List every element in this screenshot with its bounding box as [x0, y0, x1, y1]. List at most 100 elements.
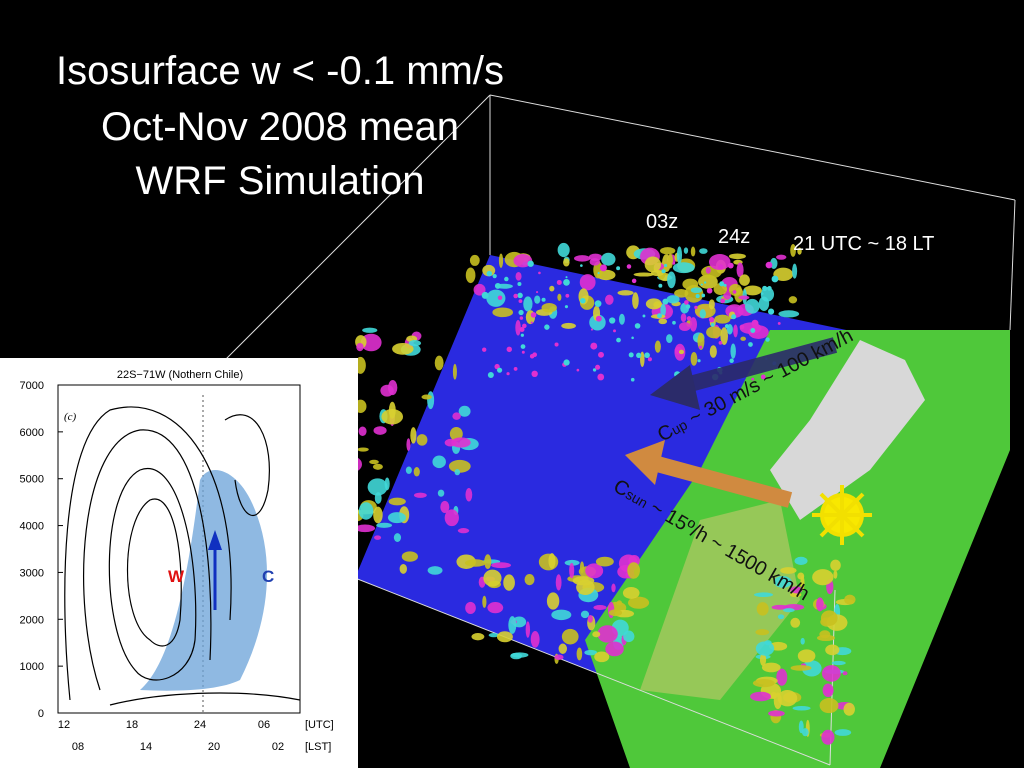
y-tick-label: 3000: [20, 567, 44, 579]
isosurface-blob: [611, 583, 616, 593]
isosurface-blob: [413, 467, 420, 477]
isosurface-speck: [719, 281, 725, 287]
isosurface-blob: [754, 592, 773, 597]
isosurface-speck: [662, 298, 669, 305]
isosurface-speck: [556, 279, 562, 285]
isosurface-speck: [496, 367, 503, 373]
isosurface-blob: [728, 283, 742, 296]
isosurface-blob: [358, 502, 374, 520]
isosurface-blob: [777, 614, 785, 620]
isosurface-blob: [482, 595, 487, 608]
isosurface-speck: [762, 285, 768, 291]
contour: [83, 429, 212, 691]
isosurface-speck: [544, 324, 550, 330]
isosurface-blob: [561, 628, 579, 645]
isosurface-speck: [592, 368, 597, 372]
isosurface-speck: [518, 299, 523, 303]
isosurface-speck: [697, 359, 701, 363]
isosurface-blob: [373, 426, 387, 435]
isosurface-blob: [585, 563, 604, 579]
isosurface-speck: [751, 319, 759, 327]
isosurface-blob: [557, 242, 570, 258]
isosurface-blob: [819, 698, 839, 714]
isosurface-speck: [672, 261, 676, 265]
isosurface-blob: [360, 333, 382, 352]
isosurface-speck: [513, 367, 518, 371]
isosurface-speck: [700, 283, 703, 286]
isosurface-blob: [699, 248, 708, 254]
isosurface-speck: [710, 322, 715, 327]
box-edge: [489, 94, 1016, 201]
isosurface-speck: [732, 290, 737, 294]
isosurface-speck: [595, 315, 602, 322]
isosurface-blob: [593, 261, 603, 279]
isosurface-speck: [580, 264, 583, 267]
isosurface-blob: [816, 597, 824, 612]
isosurface-blob: [776, 254, 787, 260]
shaded-region: [140, 470, 267, 691]
isosurface-blob: [654, 340, 661, 353]
isosurface-speck: [517, 292, 523, 299]
isosurface-blob: [658, 318, 668, 325]
isosurface-blob: [771, 604, 789, 610]
isosurface-blob: [706, 326, 722, 339]
isosurface-blob: [761, 662, 781, 673]
isosurface-blob: [454, 468, 461, 476]
isosurface-blob: [683, 247, 689, 254]
isosurface-blob: [584, 649, 598, 656]
isosurface-blob: [697, 332, 705, 350]
isosurface-speck: [597, 272, 600, 275]
isosurface-speck: [631, 336, 634, 340]
isosurface-speck: [521, 350, 525, 354]
isosurface-blob: [492, 307, 514, 318]
isosurface-speck: [538, 271, 541, 275]
isosurface-blob: [399, 563, 408, 574]
isosurface-blob: [820, 610, 838, 626]
isosurface-speck: [595, 364, 601, 370]
isosurface-blob: [690, 352, 698, 366]
isosurface-speck: [636, 352, 642, 358]
isosurface-blob: [554, 654, 564, 660]
isosurface-speck: [657, 313, 662, 319]
inset-frame: [57, 384, 301, 714]
isosurface-blob: [780, 567, 797, 574]
isosurface-blob: [723, 290, 732, 300]
isosurface-blob: [548, 553, 556, 569]
isosurface-speck: [765, 337, 770, 342]
isosurface-blob: [427, 566, 443, 575]
isosurface-blob: [449, 427, 463, 441]
isosurface-blob: [372, 463, 383, 470]
isosurface-blob: [644, 256, 662, 273]
isosurface-blob: [713, 283, 728, 295]
isosurface-blob: [541, 303, 557, 313]
box-edge: [1009, 199, 1016, 331]
isosurface-blob: [819, 630, 831, 639]
isosurface-blob: [558, 643, 568, 654]
isosurface-blob: [755, 641, 775, 656]
isosurface-speck: [599, 264, 607, 272]
isosurface-blob: [770, 691, 777, 700]
label-utc: 21 UTC ~ 18 LT: [793, 233, 934, 255]
isosurface-blob: [777, 689, 798, 707]
isosurface-speck: [765, 261, 773, 269]
isosurface-blob: [678, 322, 691, 332]
isosurface-blob: [369, 459, 379, 465]
isosurface-blob: [740, 336, 746, 341]
lst-label: [LST]: [305, 741, 331, 753]
isosurface-blob: [844, 594, 856, 605]
contour: [224, 414, 270, 517]
isosurface-blob: [812, 569, 834, 586]
isosurface-speck: [718, 340, 723, 345]
isosurface-blob: [515, 320, 521, 336]
isosurface-blob: [421, 394, 432, 400]
utc-tick-label: 06: [258, 719, 270, 731]
isosurface-speck: [590, 342, 598, 350]
isosurface-speck: [686, 316, 692, 321]
title-line: Isosurface w < -0.1 mm/s: [56, 49, 504, 93]
isosurface-speck: [564, 305, 569, 309]
isosurface-speck: [647, 357, 652, 362]
isosurface-blob: [618, 313, 625, 325]
isosurface-blob: [608, 609, 623, 617]
isosurface-blob: [728, 253, 746, 260]
